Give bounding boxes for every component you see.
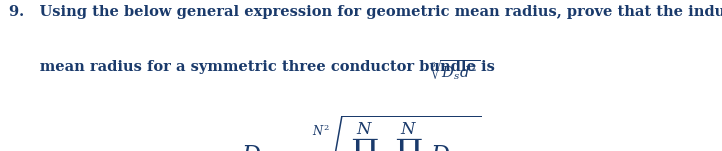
Text: $\mathit{\sqrt[3]{D_s d^2}}$: $\mathit{\sqrt[3]{D_s d^2}}$ xyxy=(430,58,480,82)
Text: $D_{SL} = \sqrt[N^2]{\prod_{k=1}^{N}\prod_{m=1}^{N} D_{km}}$: $D_{SL} = \sqrt[N^2]{\prod_{k=1}^{N}\pro… xyxy=(241,113,481,151)
Text: 9.   Using the below general expression for geometric mean radius, prove that th: 9. Using the below general expression fo… xyxy=(9,5,722,19)
Text: mean radius for a symmetric three conductor bundle is: mean radius for a symmetric three conduc… xyxy=(9,60,500,74)
